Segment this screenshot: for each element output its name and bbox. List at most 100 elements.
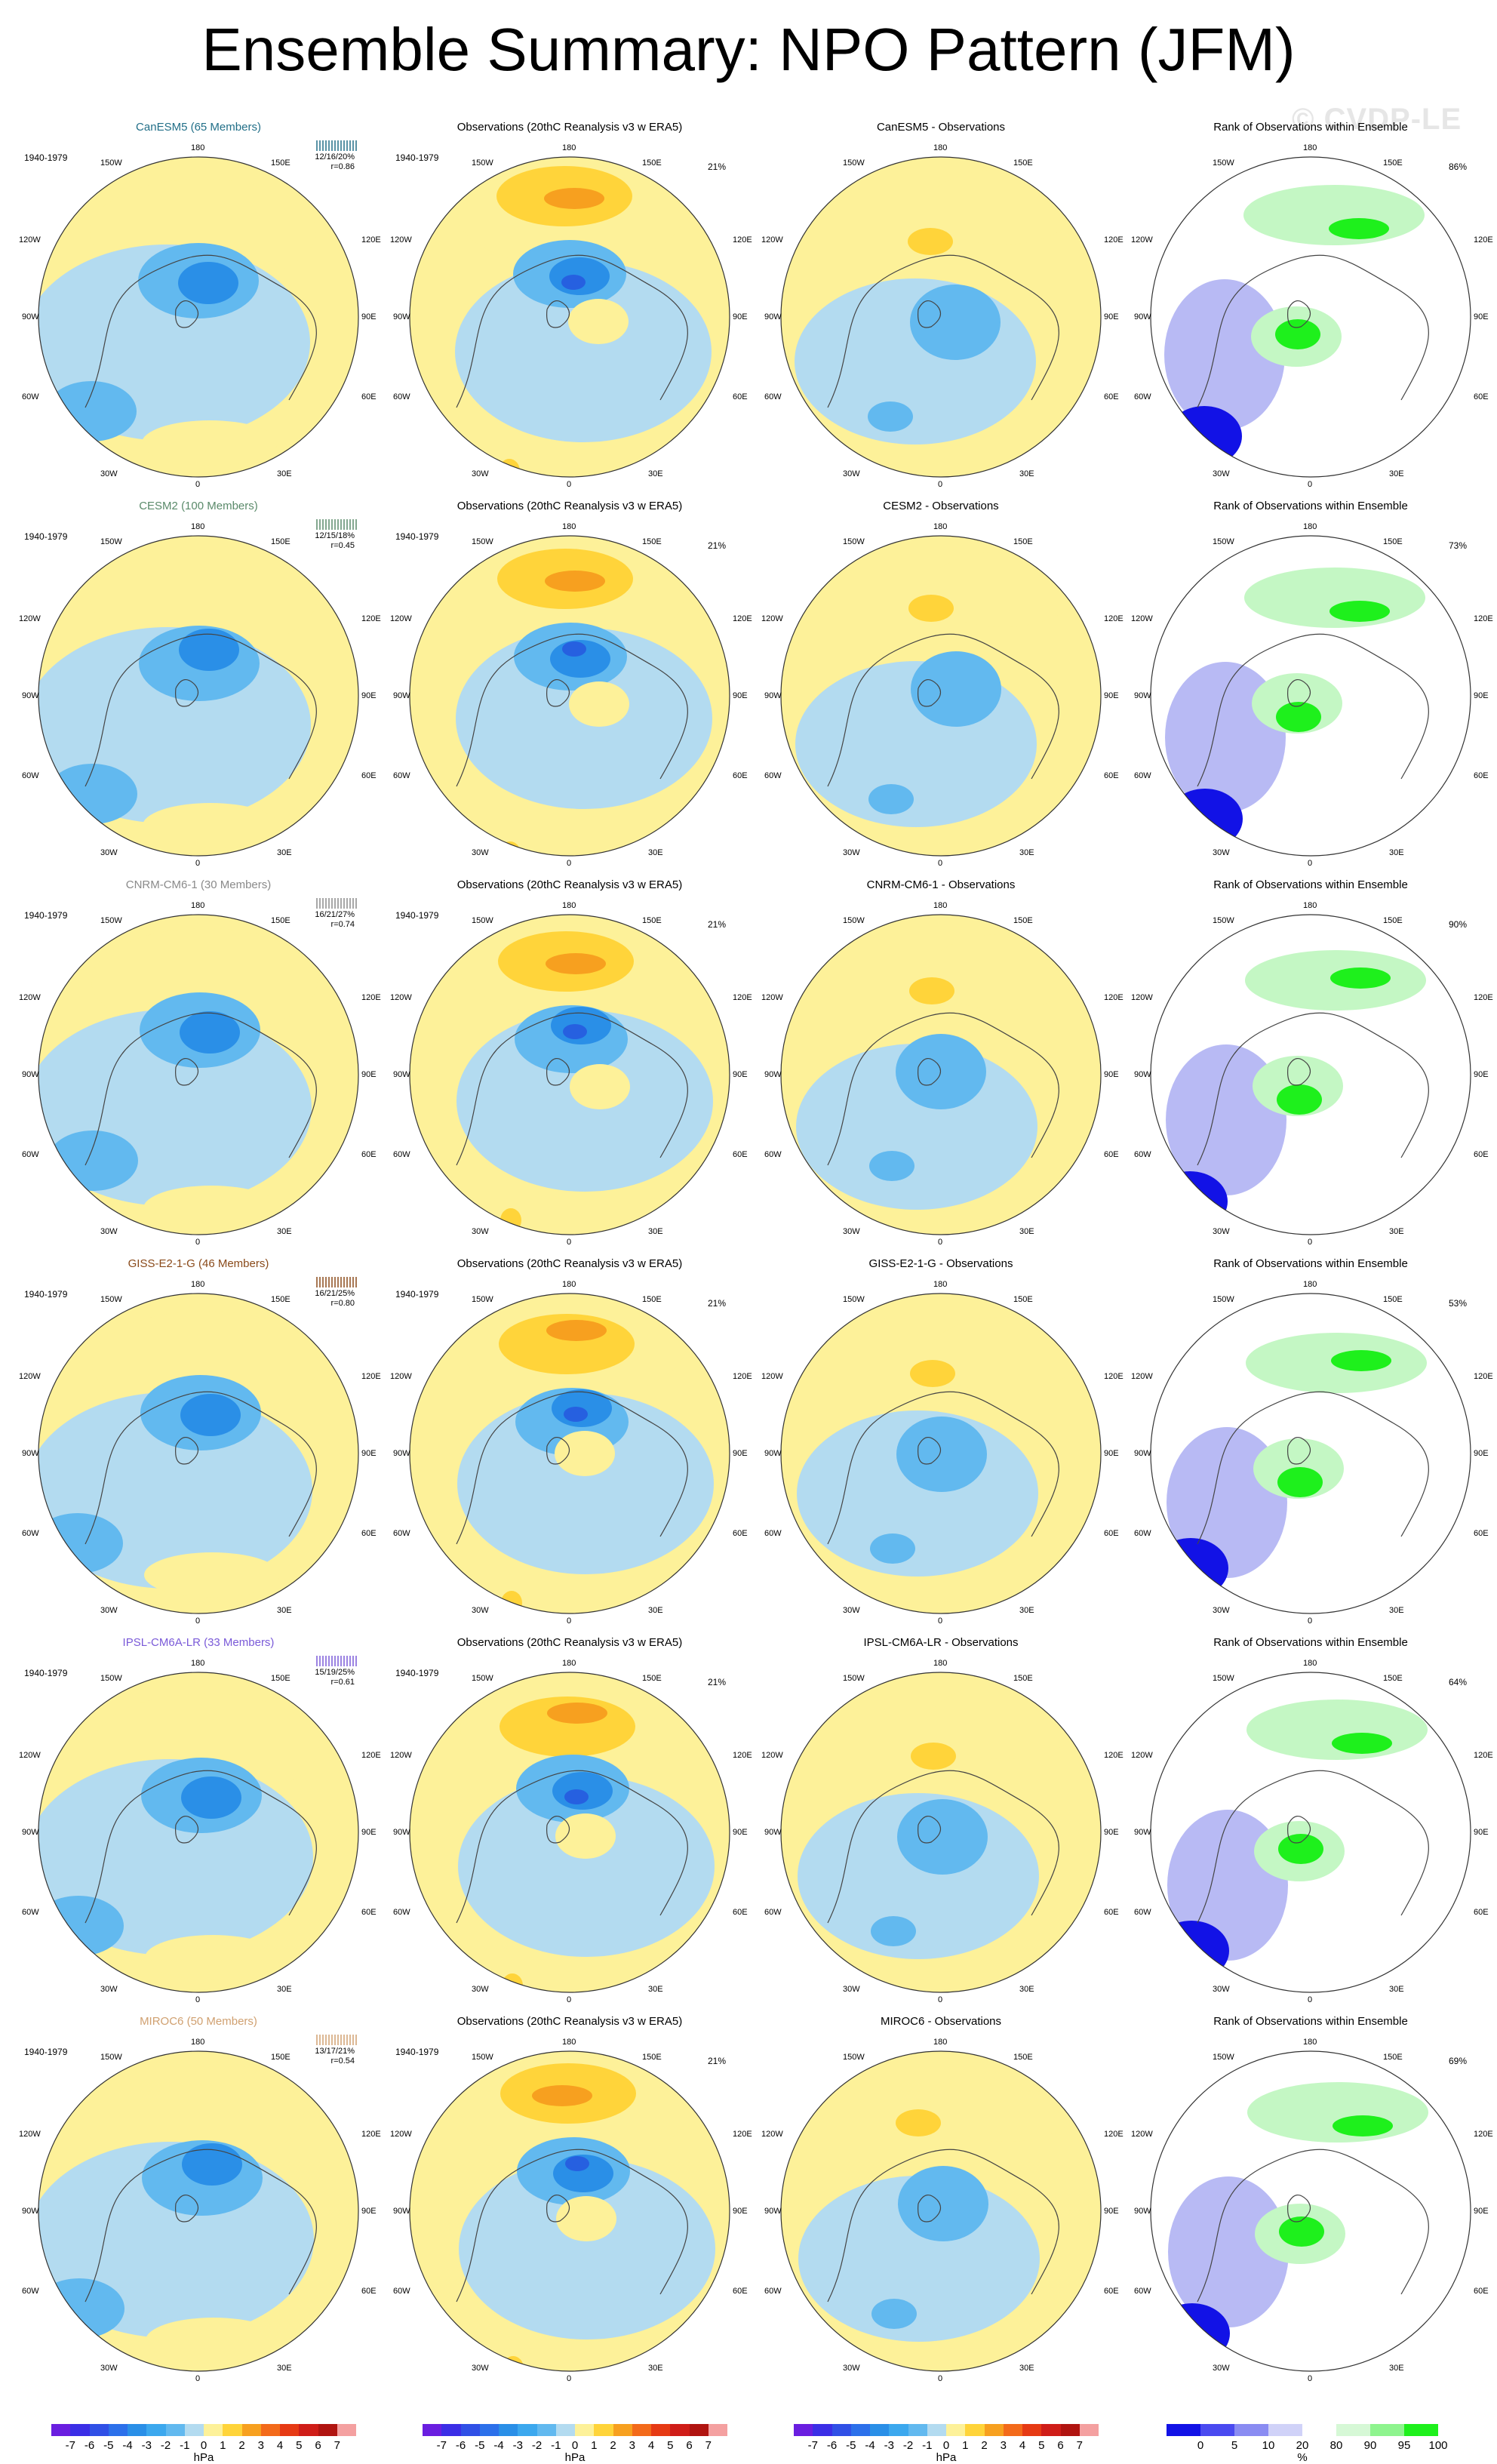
lon-label-left: 90W xyxy=(1134,691,1151,700)
member-spread-strip xyxy=(316,898,357,909)
panel-title: Observations (20thC Reanalysis v3 w ERA5… xyxy=(456,1257,683,1270)
map-border xyxy=(409,1672,730,1993)
lon-label-bottom: 0 xyxy=(195,2374,201,2383)
coastline xyxy=(85,1770,317,1924)
lon-label-upper-right: 150E xyxy=(1013,1674,1033,1683)
lon-label-mid-upper-left: 120W xyxy=(761,1372,783,1381)
colorbar-tick-label: 5 xyxy=(667,2439,674,2452)
field-contour xyxy=(38,1896,124,1956)
field-contour xyxy=(1332,1733,1392,1754)
colorbar-swatch xyxy=(831,2424,851,2436)
lon-label-left: 90W xyxy=(393,312,410,321)
lon-label-right: 90E xyxy=(1474,2207,1489,2216)
coastline xyxy=(456,1012,688,1166)
colorbar-unit: hPa xyxy=(936,2451,957,2464)
pattern-correlation: r=0.54 xyxy=(330,2056,355,2066)
lon-label-mid-lower-right: 60E xyxy=(361,2287,377,2296)
lon-label-mid-lower-left: 60W xyxy=(764,1908,782,1917)
lon-label-top: 180 xyxy=(191,901,205,910)
lon-label-mid-lower-right: 60E xyxy=(361,771,377,780)
colorbar-hpa-3 xyxy=(794,2424,1099,2436)
lon-label-mid-lower-left: 60W xyxy=(22,771,39,780)
lon-label-bottom: 0 xyxy=(938,1995,943,2004)
colorbar-tick-label: 2 xyxy=(981,2439,988,2452)
pattern-correlation: r=0.45 xyxy=(330,541,355,550)
lon-label-mid-lower-right: 60E xyxy=(361,1529,377,1538)
colorbar-swatch xyxy=(241,2424,261,2436)
field-contour xyxy=(1164,279,1285,430)
panel-years: 1940-1979 xyxy=(395,531,439,542)
lon-label-upper-left: 150W xyxy=(472,537,493,546)
colorbar-swatch xyxy=(479,2424,499,2436)
lon-label-upper-right: 150E xyxy=(271,1295,290,1304)
panel-title: CNRM-CM6-1 (30 Members) xyxy=(125,878,272,891)
lon-label-upper-right: 150E xyxy=(271,2053,290,2062)
map-border xyxy=(1150,1293,1471,1614)
field-contour xyxy=(929,1317,1080,1392)
coastline xyxy=(1197,1770,1429,1924)
panel-cesm2-diff: CESM2 - Observations 180 0 150W 150E 120W 120E… xyxy=(761,500,1124,869)
member-spread-strip xyxy=(316,140,357,151)
lon-label-top: 180 xyxy=(191,1659,205,1668)
field-contour xyxy=(1167,789,1243,849)
lon-label-mid-lower-left: 60W xyxy=(22,2287,39,2296)
field-contour xyxy=(1329,218,1389,239)
field-contour xyxy=(928,934,1079,1010)
field-contour xyxy=(46,381,137,441)
member-spread-strip xyxy=(316,1277,357,1287)
member-spread-strip xyxy=(316,519,357,530)
field-contour xyxy=(1152,1171,1228,1232)
lon-label-mid-lower-right: 60E xyxy=(1474,1908,1489,1917)
lon-label-upper-left: 150W xyxy=(1213,2053,1234,2062)
colorbar-tick-label: 20 xyxy=(1296,2439,1309,2452)
field-contour xyxy=(143,1186,279,1231)
lon-label-left: 90W xyxy=(393,2207,410,2216)
colorbar-tick-label: -7 xyxy=(65,2439,75,2452)
lon-label-top: 180 xyxy=(933,1659,948,1668)
panel-title: CNRM-CM6-1 - Observations xyxy=(866,878,1016,891)
field-contour xyxy=(556,2196,616,2241)
lon-label-mid-lower-left: 60W xyxy=(1134,2287,1151,2296)
lon-label-left: 90W xyxy=(393,1449,410,1458)
lon-label-bottom: 0 xyxy=(195,859,201,868)
coastline xyxy=(827,1012,1059,1166)
pattern-variance-pct: 21% xyxy=(707,540,726,551)
spread-stats: 12/16/20% r=0.86 xyxy=(315,152,355,172)
lon-label-left: 90W xyxy=(1134,1449,1151,1458)
field-contour xyxy=(1277,1467,1323,1497)
field-contour xyxy=(930,1684,1080,1759)
lon-label-lower-left: 30W xyxy=(1213,1227,1230,1236)
lon-label-lower-right: 30E xyxy=(648,1985,663,1994)
coastline xyxy=(827,2149,1059,2303)
lon-label-mid-lower-right: 60E xyxy=(1474,771,1489,780)
lon-label-upper-left: 150W xyxy=(100,1674,122,1683)
field-contour xyxy=(91,546,317,651)
lon-label-left: 90W xyxy=(22,312,39,321)
field-contour xyxy=(896,2109,941,2136)
colorbar-tick-label: -5 xyxy=(846,2439,856,2452)
colorbar-swatch xyxy=(908,2424,927,2436)
coastline xyxy=(1197,2149,1429,2303)
lon-label-lower-right: 30E xyxy=(277,1985,292,1994)
panel-giss-e2-1-g-rank: Rank of Observations within Ensemble 53% 1… xyxy=(1131,1257,1493,1627)
lon-label-upper-left: 150W xyxy=(843,537,865,546)
lon-label-bottom: 0 xyxy=(567,1617,572,1626)
lon-label-mid-upper-left: 120W xyxy=(761,614,783,623)
pattern-variance-pct: 21% xyxy=(707,919,726,930)
pattern-variance-pct: 21% xyxy=(707,2056,726,2066)
field-contour xyxy=(1153,1538,1228,1598)
lon-label-upper-right: 150E xyxy=(271,537,290,546)
lon-label-mid-lower-right: 60E xyxy=(1104,2287,1119,2296)
field-contour xyxy=(179,629,239,671)
lon-label-mid-lower-left: 60W xyxy=(393,392,410,401)
lon-label-top: 180 xyxy=(933,1280,948,1289)
lon-label-mid-upper-left: 120W xyxy=(19,2130,41,2139)
lon-label-mid-upper-right: 120E xyxy=(733,2130,752,2139)
field-contour xyxy=(142,420,278,466)
lon-label-lower-right: 30E xyxy=(277,2364,292,2373)
colorbar-swatch xyxy=(1370,2424,1404,2436)
panel-giss-e2-1-g-model: GISS-E2-1-G (46 Members) 1940-1979 16/21/2… xyxy=(19,1257,381,1627)
map-border xyxy=(409,1293,730,1614)
spread-stats: 13/17/21% r=0.54 xyxy=(315,2047,355,2066)
lon-label-upper-right: 150E xyxy=(642,1674,662,1683)
